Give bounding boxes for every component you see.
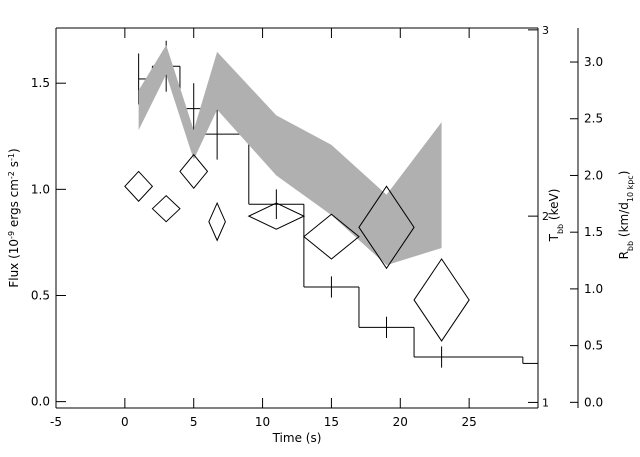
y-tick-label: 0.0 [31,395,50,409]
y-axis-label-part: -9 [7,231,16,239]
y2-axis-label-part: bb [556,224,565,234]
y-axis-label-part: s [7,161,21,171]
x-tick-label: 10 [255,415,270,429]
diamond [124,170,154,202]
y-axis-label-part: -2 [7,171,16,179]
y3-tick-label: 1.0 [584,282,603,296]
y-tick-label: 1.0 [31,182,50,196]
y2-tick-label: 3 [542,24,549,37]
y3-axis-label-part: 10 kpc [626,175,635,202]
y2-axis-label-part: T [547,233,561,242]
y2-axis-label-part: (keV) [547,189,561,224]
y2-tick-label: 1 [542,396,549,409]
x-tick-label: 5 [190,415,198,429]
y-axis-label-part: -1 [7,153,16,161]
y3-axis-label-part: R [617,251,631,259]
y-axis-label-part: Flux (10 [7,239,21,288]
diamond [303,213,360,260]
y-tick-label: 0.5 [31,288,50,302]
x-axis-label: Time (s) [272,431,322,445]
y3-axis-label-part: (km/d [617,202,631,241]
y2-tick-label: 2 [542,210,549,223]
y3-tick-label: 2.0 [584,168,603,182]
x-tick-label: 20 [393,415,408,429]
y-axis-label: Flux (10-9 ergs cm-2 s-1) [7,148,22,287]
x-tick-label: 0 [121,415,129,429]
y3-tick-label: 0.0 [584,395,603,409]
x-tick-label: 15 [324,415,339,429]
y3-axis-label-part: ) [617,171,631,176]
x-tick-label: -5 [50,415,62,429]
diamond [208,201,226,242]
diamond [247,202,306,230]
diamond [179,153,209,189]
diamond [358,185,415,270]
y3-tick-label: 1.5 [584,225,603,239]
y-tick-label: 1.5 [31,76,50,90]
y3-tick-label: 3.0 [584,55,603,69]
y2-axis-label: Tbb (keV) [547,189,565,243]
y3-axis-label: Rbb (km/d10 kpc) [617,171,635,260]
y-axis-label-part: ) [7,148,21,153]
y-axis-label-part: ergs cm [7,179,21,231]
y3-tick-label: 2.5 [584,112,603,126]
y3-axis-label-part: bb [626,241,635,251]
diamond [413,258,470,342]
diamond [151,194,181,223]
band [138,45,442,266]
y3-tick-label: 0.5 [584,339,603,353]
x-tick-label: 25 [462,415,477,429]
